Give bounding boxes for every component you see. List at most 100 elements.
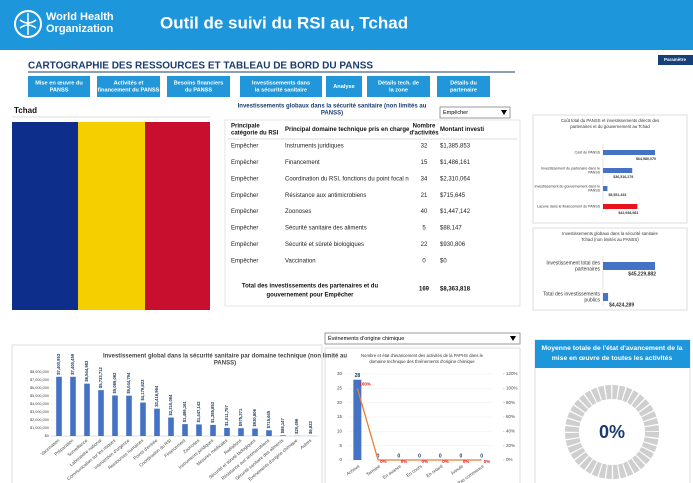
value-label: $930,806 xyxy=(252,408,257,426)
y-tick-label: 25 xyxy=(337,386,343,391)
chart-title: domaine technique des Événements d'origi… xyxy=(369,359,475,364)
nav-label: Investissements dans xyxy=(252,80,310,86)
table-cell: 32 xyxy=(421,144,428,150)
who-logo-mark xyxy=(19,13,37,35)
nav-button[interactable] xyxy=(97,76,160,97)
table-cell: Empêcher xyxy=(231,242,258,248)
column-header: d'activités xyxy=(409,131,439,137)
bar xyxy=(353,379,362,460)
chart-title: Nombre et état d'avancement des activité… xyxy=(361,353,484,358)
y-tick-label: $8,000,000 xyxy=(30,370,49,374)
bar xyxy=(70,376,76,436)
nav-label: la sécurité sanitaire xyxy=(255,87,307,93)
table-cell: $715,645 xyxy=(440,193,466,199)
subtitle: CARTOGRAPHIE DES RESSOURCES ET TABLEAU D… xyxy=(28,61,373,72)
y-tick-label: 0 xyxy=(339,457,342,462)
table-cell: 40 xyxy=(421,209,428,215)
value-label: $42,938,981 xyxy=(618,211,638,215)
bar xyxy=(112,395,118,436)
domain-panel xyxy=(11,344,323,483)
value-label: $715,645 xyxy=(266,410,271,428)
bar xyxy=(603,186,608,191)
value-label: 0% xyxy=(442,459,449,464)
nav-button[interactable] xyxy=(326,76,362,97)
bar xyxy=(603,168,633,173)
nav-button[interactable] xyxy=(367,76,430,97)
y-tick-label: 20 xyxy=(337,400,343,405)
table-cell: 21 xyxy=(421,193,428,199)
nav-button[interactable] xyxy=(437,76,490,97)
table-cell: 0 xyxy=(422,258,426,264)
settings-button[interactable] xyxy=(658,55,693,65)
value-label: $1,486,161 xyxy=(182,400,187,422)
value-label: $5,733,712 xyxy=(98,367,103,389)
total-label: Total des investissements des partenaire… xyxy=(242,284,379,290)
chart-title: Investissements globaux dans la sécurité… xyxy=(562,231,658,236)
filter-dropdown[interactable] xyxy=(439,106,511,119)
value-label: $5,044,794 xyxy=(126,372,131,394)
table-cell: Zoonoses xyxy=(285,209,311,215)
table-cell: Empêcher xyxy=(231,226,258,232)
value-label: 0 xyxy=(460,453,463,459)
nav-button[interactable] xyxy=(28,76,90,97)
category-label: PANSS xyxy=(588,189,601,193)
page-title: Outil de suivi du RSI au, Tchad xyxy=(160,13,408,32)
value-label: $45,229,882 xyxy=(628,271,656,277)
table-cell: Empêcher xyxy=(231,144,258,150)
nav-label: Détails tech. de xyxy=(378,80,419,86)
value-label: $1,447,142 xyxy=(196,401,201,423)
y-tick-label: $3,000,000 xyxy=(30,410,49,414)
bar xyxy=(154,408,160,436)
country-name: Tchad xyxy=(14,106,37,115)
domain-dropdown[interactable] xyxy=(324,332,521,345)
total-count: 169 xyxy=(419,287,430,293)
table-cell: 15 xyxy=(421,160,428,166)
gauge-track xyxy=(565,385,659,479)
y-tick-label: 10 xyxy=(337,429,343,434)
nav-button[interactable] xyxy=(167,76,230,97)
value-label: $5,551,433 xyxy=(608,193,626,197)
value-label: 0 xyxy=(397,453,400,459)
bar xyxy=(266,430,272,436)
nav-label: Activités et xyxy=(114,80,144,86)
y-tick-label: $1,000,000 xyxy=(30,426,49,430)
bar xyxy=(56,376,62,436)
value-label: 100% xyxy=(359,382,371,387)
value-label: $6,823 xyxy=(308,420,313,433)
nav-label: PANSS xyxy=(50,87,69,93)
value-label: $4,179,823 xyxy=(140,379,145,401)
bar xyxy=(98,390,104,436)
column-header: catégorie du RSI xyxy=(231,131,279,137)
value-label: 0% xyxy=(422,459,429,464)
value-label: $975,371 xyxy=(238,408,243,426)
y-tick-label: $5,000,000 xyxy=(30,394,49,398)
bar xyxy=(603,262,655,270)
table-title: Investissements globaux dans la sécurité… xyxy=(238,104,427,110)
bar xyxy=(280,435,286,436)
table-cell: $2,310,064 xyxy=(440,176,471,182)
bar xyxy=(84,383,90,436)
chart-title: Tchad (non limités au PANSS) xyxy=(581,237,639,242)
y2-tick-label: 20% xyxy=(506,443,515,448)
table-cell: Empêcher xyxy=(231,160,258,166)
flag-yellow xyxy=(78,122,145,310)
table-cell: Coordination du RSI, fonctions du point … xyxy=(285,176,409,182)
table-cell: Instruments juridiques xyxy=(285,144,344,150)
bar xyxy=(252,428,258,436)
y2-tick-label: 120% xyxy=(506,371,518,376)
column-header: Principal domaine technique pris en char… xyxy=(285,127,410,133)
gauge-label: 0% xyxy=(599,422,625,442)
who-logo xyxy=(14,10,42,38)
table-panel xyxy=(224,119,521,307)
y2-tick-label: 80% xyxy=(506,400,515,405)
table-cell: $930,806 xyxy=(440,242,466,248)
bar xyxy=(603,204,638,209)
bar xyxy=(603,150,655,155)
y2-tick-label: 0% xyxy=(506,457,513,462)
value-label: $7,400,953 xyxy=(56,353,61,375)
nav-button[interactable] xyxy=(240,76,322,97)
bar xyxy=(126,395,132,436)
table-cell: Vaccination xyxy=(285,258,316,264)
flag-red xyxy=(145,122,210,310)
